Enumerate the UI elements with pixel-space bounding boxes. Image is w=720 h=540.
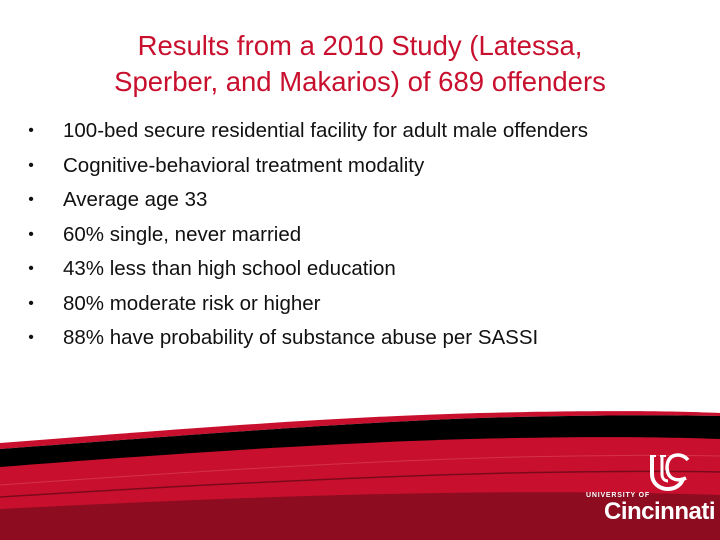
bullet-text: 88% have probability of substance abuse … — [63, 326, 539, 349]
university-logo: UNIVERSITY OF Cincinnati — [586, 452, 716, 532]
logo-cincinnati: Cincinnati — [604, 498, 716, 525]
bullet-text: 60% single, never married — [63, 222, 302, 246]
bullet-item: • 43% less than high school education — [24, 252, 588, 287]
bullet-dot: • — [28, 329, 34, 346]
bullet-item: • Cognitive-behavioral treatment modality — [24, 149, 588, 184]
bullet-item: • 88% have probability of substance abuse… — [24, 321, 588, 356]
bullet-dot: • — [28, 225, 34, 243]
bullet-text: 100-bed secure residential facility for … — [63, 119, 588, 142]
bullet-text: 80% moderate risk or higher — [63, 291, 321, 315]
bullet-list: • 100-bed secure residential facility for… — [24, 114, 588, 356]
bullet-dot: • — [28, 260, 34, 277]
bullet-dot: • — [28, 122, 34, 139]
footer-swoosh-dark-band — [0, 492, 720, 540]
bullet-text: Cognitive-behavioral treatment modality — [63, 153, 425, 177]
bullet-text: 43% less than high school education — [63, 257, 396, 280]
bullet-item: • 100-bed secure residential facility for… — [24, 114, 588, 149]
slide-title-line-1: Results from a 2010 Study (Latessa, — [137, 30, 583, 61]
slide-title-line-2: Sperber, and Makarios) of 689 offenders — [114, 66, 606, 97]
bullet-item: • Average age 33 — [24, 183, 588, 218]
footer-swoosh-streak — [0, 470, 720, 498]
bullet-dot: • — [28, 294, 34, 312]
bullet-item: • 80% moderate risk or higher — [24, 287, 588, 322]
footer-swoosh-band — [0, 411, 720, 540]
bullet-dot: • — [28, 156, 34, 174]
uc-monogram-icon — [650, 453, 690, 492]
logo-university-of: UNIVERSITY OF — [586, 492, 650, 499]
footer-swoosh-red-line — [0, 411, 720, 449]
bullet-item: • 60% single, never married — [24, 218, 588, 253]
bullet-text: Average age 33 — [63, 188, 208, 211]
slide-title: Results from a 2010 Study (Latessa, Sper… — [40, 28, 680, 100]
bullet-dot: • — [28, 191, 34, 208]
